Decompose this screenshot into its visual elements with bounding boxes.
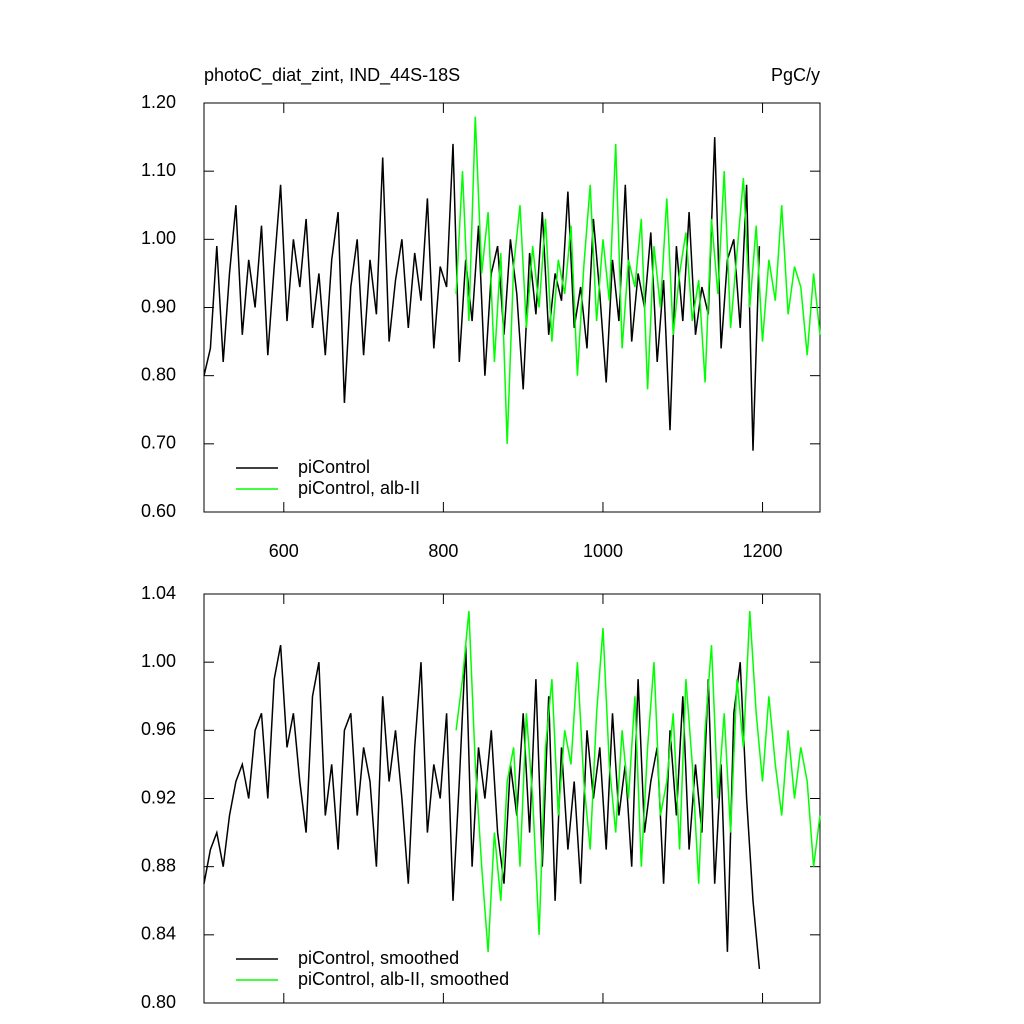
y-tick-label: 0.88 — [141, 855, 176, 875]
y-units: PgC/y — [771, 65, 820, 85]
y-tick-label: 0.80 — [141, 364, 176, 384]
data-line — [203, 137, 761, 451]
y-tick-label: 1.00 — [141, 228, 176, 248]
legend-label: piControl — [298, 457, 370, 477]
y-tick-label: 0.90 — [141, 296, 176, 316]
legend-label: piControl, smoothed — [298, 948, 459, 968]
y-tick-label: 1.20 — [141, 92, 176, 112]
y-tick-label: 0.80 — [141, 992, 176, 1012]
y-tick-label: 0.92 — [141, 787, 176, 807]
chart-title: photoC_diat_zint, IND_44S-18S — [204, 65, 460, 86]
y-tick-label: 0.96 — [141, 719, 176, 739]
data-line — [203, 644, 761, 969]
x-tick-label: 1200 — [743, 541, 783, 561]
x-tick-label: 1000 — [583, 541, 623, 561]
x-tick-label: 800 — [428, 541, 458, 561]
data-line — [455, 610, 821, 952]
y-tick-label: 1.00 — [141, 651, 176, 671]
legend-label: piControl, alb-II, smoothed — [298, 969, 509, 989]
y-tick-label: 0.84 — [141, 924, 176, 944]
y-tick-label: 1.04 — [141, 583, 176, 603]
y-tick-label: 1.10 — [141, 160, 176, 180]
data-line — [455, 116, 821, 444]
legend-label: piControl, alb-II — [298, 478, 420, 498]
x-tick-label: 600 — [269, 541, 299, 561]
y-tick-label: 0.60 — [141, 501, 176, 521]
y-tick-label: 0.70 — [141, 433, 176, 453]
